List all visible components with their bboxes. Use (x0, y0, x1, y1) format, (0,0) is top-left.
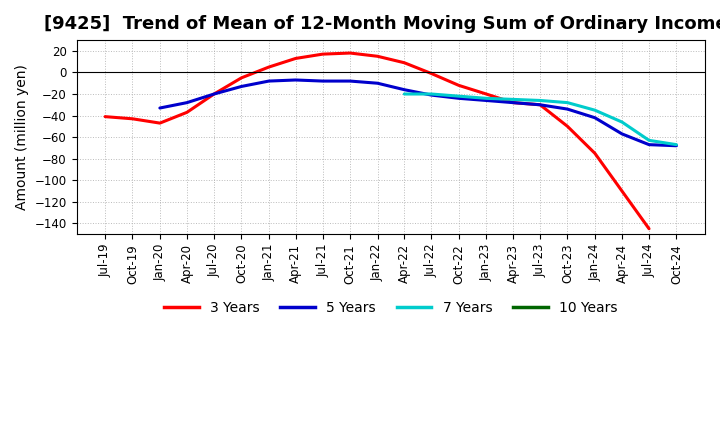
Legend: 3 Years, 5 Years, 7 Years, 10 Years: 3 Years, 5 Years, 7 Years, 10 Years (158, 295, 623, 320)
Title: [9425]  Trend of Mean of 12-Month Moving Sum of Ordinary Incomes: [9425] Trend of Mean of 12-Month Moving … (44, 15, 720, 33)
Line: 7 Years: 7 Years (405, 94, 676, 145)
Line: 3 Years: 3 Years (105, 53, 649, 229)
Line: 5 Years: 5 Years (160, 80, 676, 146)
Y-axis label: Amount (million yen): Amount (million yen) (15, 64, 29, 210)
